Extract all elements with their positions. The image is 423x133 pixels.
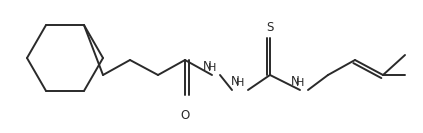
Text: S: S xyxy=(266,21,274,34)
Text: N: N xyxy=(231,75,239,88)
Text: N: N xyxy=(291,75,299,88)
Text: H: H xyxy=(296,78,304,88)
Text: H: H xyxy=(208,63,216,73)
Text: H: H xyxy=(236,78,244,88)
Text: N: N xyxy=(203,60,212,73)
Text: O: O xyxy=(180,109,190,122)
